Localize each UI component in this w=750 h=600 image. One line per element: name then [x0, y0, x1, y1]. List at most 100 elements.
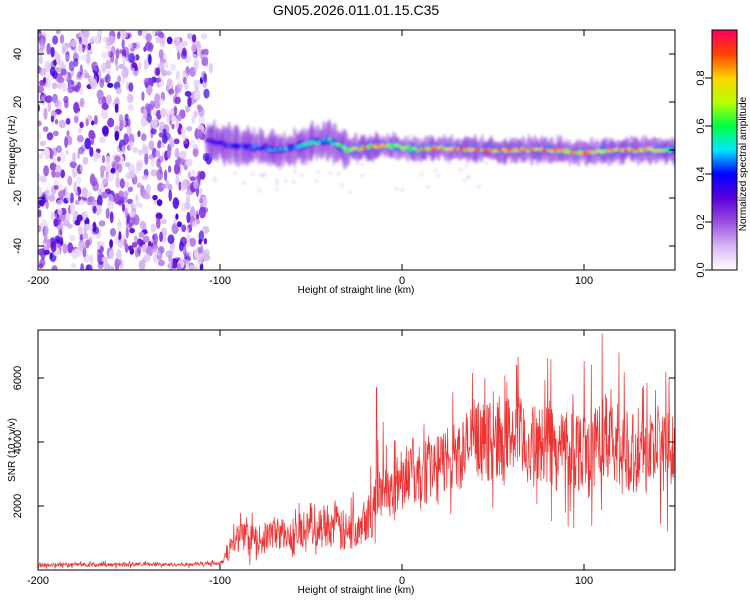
- noise-blob: [77, 147, 85, 155]
- noise-blob: [45, 77, 52, 89]
- noise-blob: [200, 195, 208, 208]
- noise-blob: [94, 152, 102, 159]
- noise-blob: [159, 231, 163, 243]
- ridge-speck: [242, 181, 246, 185]
- snr-y-axis-label: SNR (10 * v/v): [7, 418, 18, 482]
- noise-blob: [38, 85, 44, 94]
- noise-blob: [156, 168, 164, 181]
- noise-blob: [60, 169, 65, 179]
- noise-blob: [166, 147, 171, 160]
- ridge-speck: [447, 162, 451, 166]
- noise-blob: [129, 222, 133, 232]
- noise-blob: [156, 217, 161, 229]
- noise-blob: [155, 212, 163, 220]
- noise-blob: [173, 163, 181, 175]
- colorbar-label: Normalized spectral amplitude: [738, 96, 749, 231]
- noise-blob: [38, 154, 44, 160]
- noise-blob: [44, 233, 48, 244]
- noise-blob: [58, 183, 64, 192]
- noise-blob: [126, 93, 134, 103]
- noise-blob: [128, 104, 134, 112]
- noise-blob: [150, 169, 158, 177]
- noise-blob: [99, 79, 105, 88]
- noise-blob: [66, 130, 70, 138]
- noise-blob: [180, 180, 187, 192]
- noise-blob: [148, 54, 152, 65]
- noise-blob: [117, 75, 121, 83]
- noise-blob: [91, 200, 96, 206]
- ridge-speck: [284, 179, 287, 183]
- noise-blob: [126, 125, 132, 135]
- noise-blob: [82, 210, 87, 221]
- noise-blob: [144, 193, 151, 200]
- noise-blob: [77, 44, 82, 52]
- noise-blob: [63, 95, 69, 104]
- noise-blob: [137, 246, 142, 254]
- noise-blob: [182, 47, 187, 57]
- noise-blob: [174, 96, 181, 105]
- noise-blob: [194, 248, 199, 259]
- noise-blob: [166, 36, 173, 45]
- noise-blob: [98, 136, 106, 143]
- snr-y-tick-label: 4000: [12, 430, 24, 454]
- noise-blob: [110, 265, 114, 270]
- ridge-speck: [251, 172, 255, 176]
- noise-blob: [101, 256, 108, 263]
- noise-blob: [176, 263, 182, 270]
- noise-blob: [85, 264, 93, 270]
- noise-blob: [100, 182, 105, 193]
- noise-blob: [59, 34, 65, 44]
- noise-blob: [167, 165, 172, 173]
- snr-y-tick-label: 2000: [12, 494, 24, 518]
- noise-blob: [122, 55, 126, 66]
- noise-blob: [43, 165, 49, 177]
- noise-blob: [66, 135, 73, 146]
- noise-blob: [53, 130, 59, 137]
- noise-blob: [136, 162, 143, 171]
- noise-blob: [121, 203, 126, 212]
- noise-blob: [142, 235, 150, 243]
- noise-blob: [110, 167, 116, 174]
- noise-blob: [125, 55, 130, 62]
- noise-blob: [39, 175, 47, 183]
- noise-blob: [203, 88, 210, 99]
- noise-blob: [92, 221, 97, 233]
- ridge-speck: [233, 171, 237, 175]
- noise-blob: [123, 133, 129, 145]
- noise-blob: [150, 223, 157, 233]
- noise-blob: [38, 173, 42, 182]
- noise-blob: [52, 35, 59, 45]
- noise-blob: [54, 67, 62, 73]
- noise-blob: [190, 206, 196, 219]
- noise-blob: [158, 121, 166, 128]
- noise-blob: [61, 43, 68, 52]
- noise-blob: [44, 147, 50, 160]
- noise-blob: [87, 224, 94, 231]
- noise-blob: [203, 238, 208, 245]
- noise-blob: [186, 126, 193, 132]
- colorbar: 0.0 0.2 0.4 0.6 0.8 Normalized spectral ampl…: [695, 29, 749, 278]
- noise-blob: [78, 36, 83, 45]
- noise-blob: [108, 35, 115, 45]
- noise-blob: [167, 234, 175, 244]
- noise-blob: [75, 199, 80, 206]
- noise-blob: [81, 187, 88, 198]
- noise-blob: [115, 48, 120, 60]
- noise-blob: [124, 161, 131, 168]
- noise-blob: [109, 227, 117, 237]
- ridge-speck: [315, 179, 319, 183]
- noise-blob: [199, 170, 206, 180]
- ridge-speck: [316, 170, 320, 174]
- noise-blob: [158, 49, 164, 60]
- noise-blob: [160, 142, 165, 148]
- noise-blob: [108, 249, 115, 260]
- noise-blob: [195, 219, 201, 225]
- ridge-speck: [263, 172, 267, 176]
- noise-blob: [128, 82, 134, 92]
- ridge-speck: [337, 172, 341, 176]
- noise-blob: [62, 189, 66, 195]
- noise-blob: [121, 145, 126, 154]
- noise-blob: [114, 155, 121, 163]
- noise-blob: [79, 163, 83, 173]
- noise-blob: [92, 180, 100, 192]
